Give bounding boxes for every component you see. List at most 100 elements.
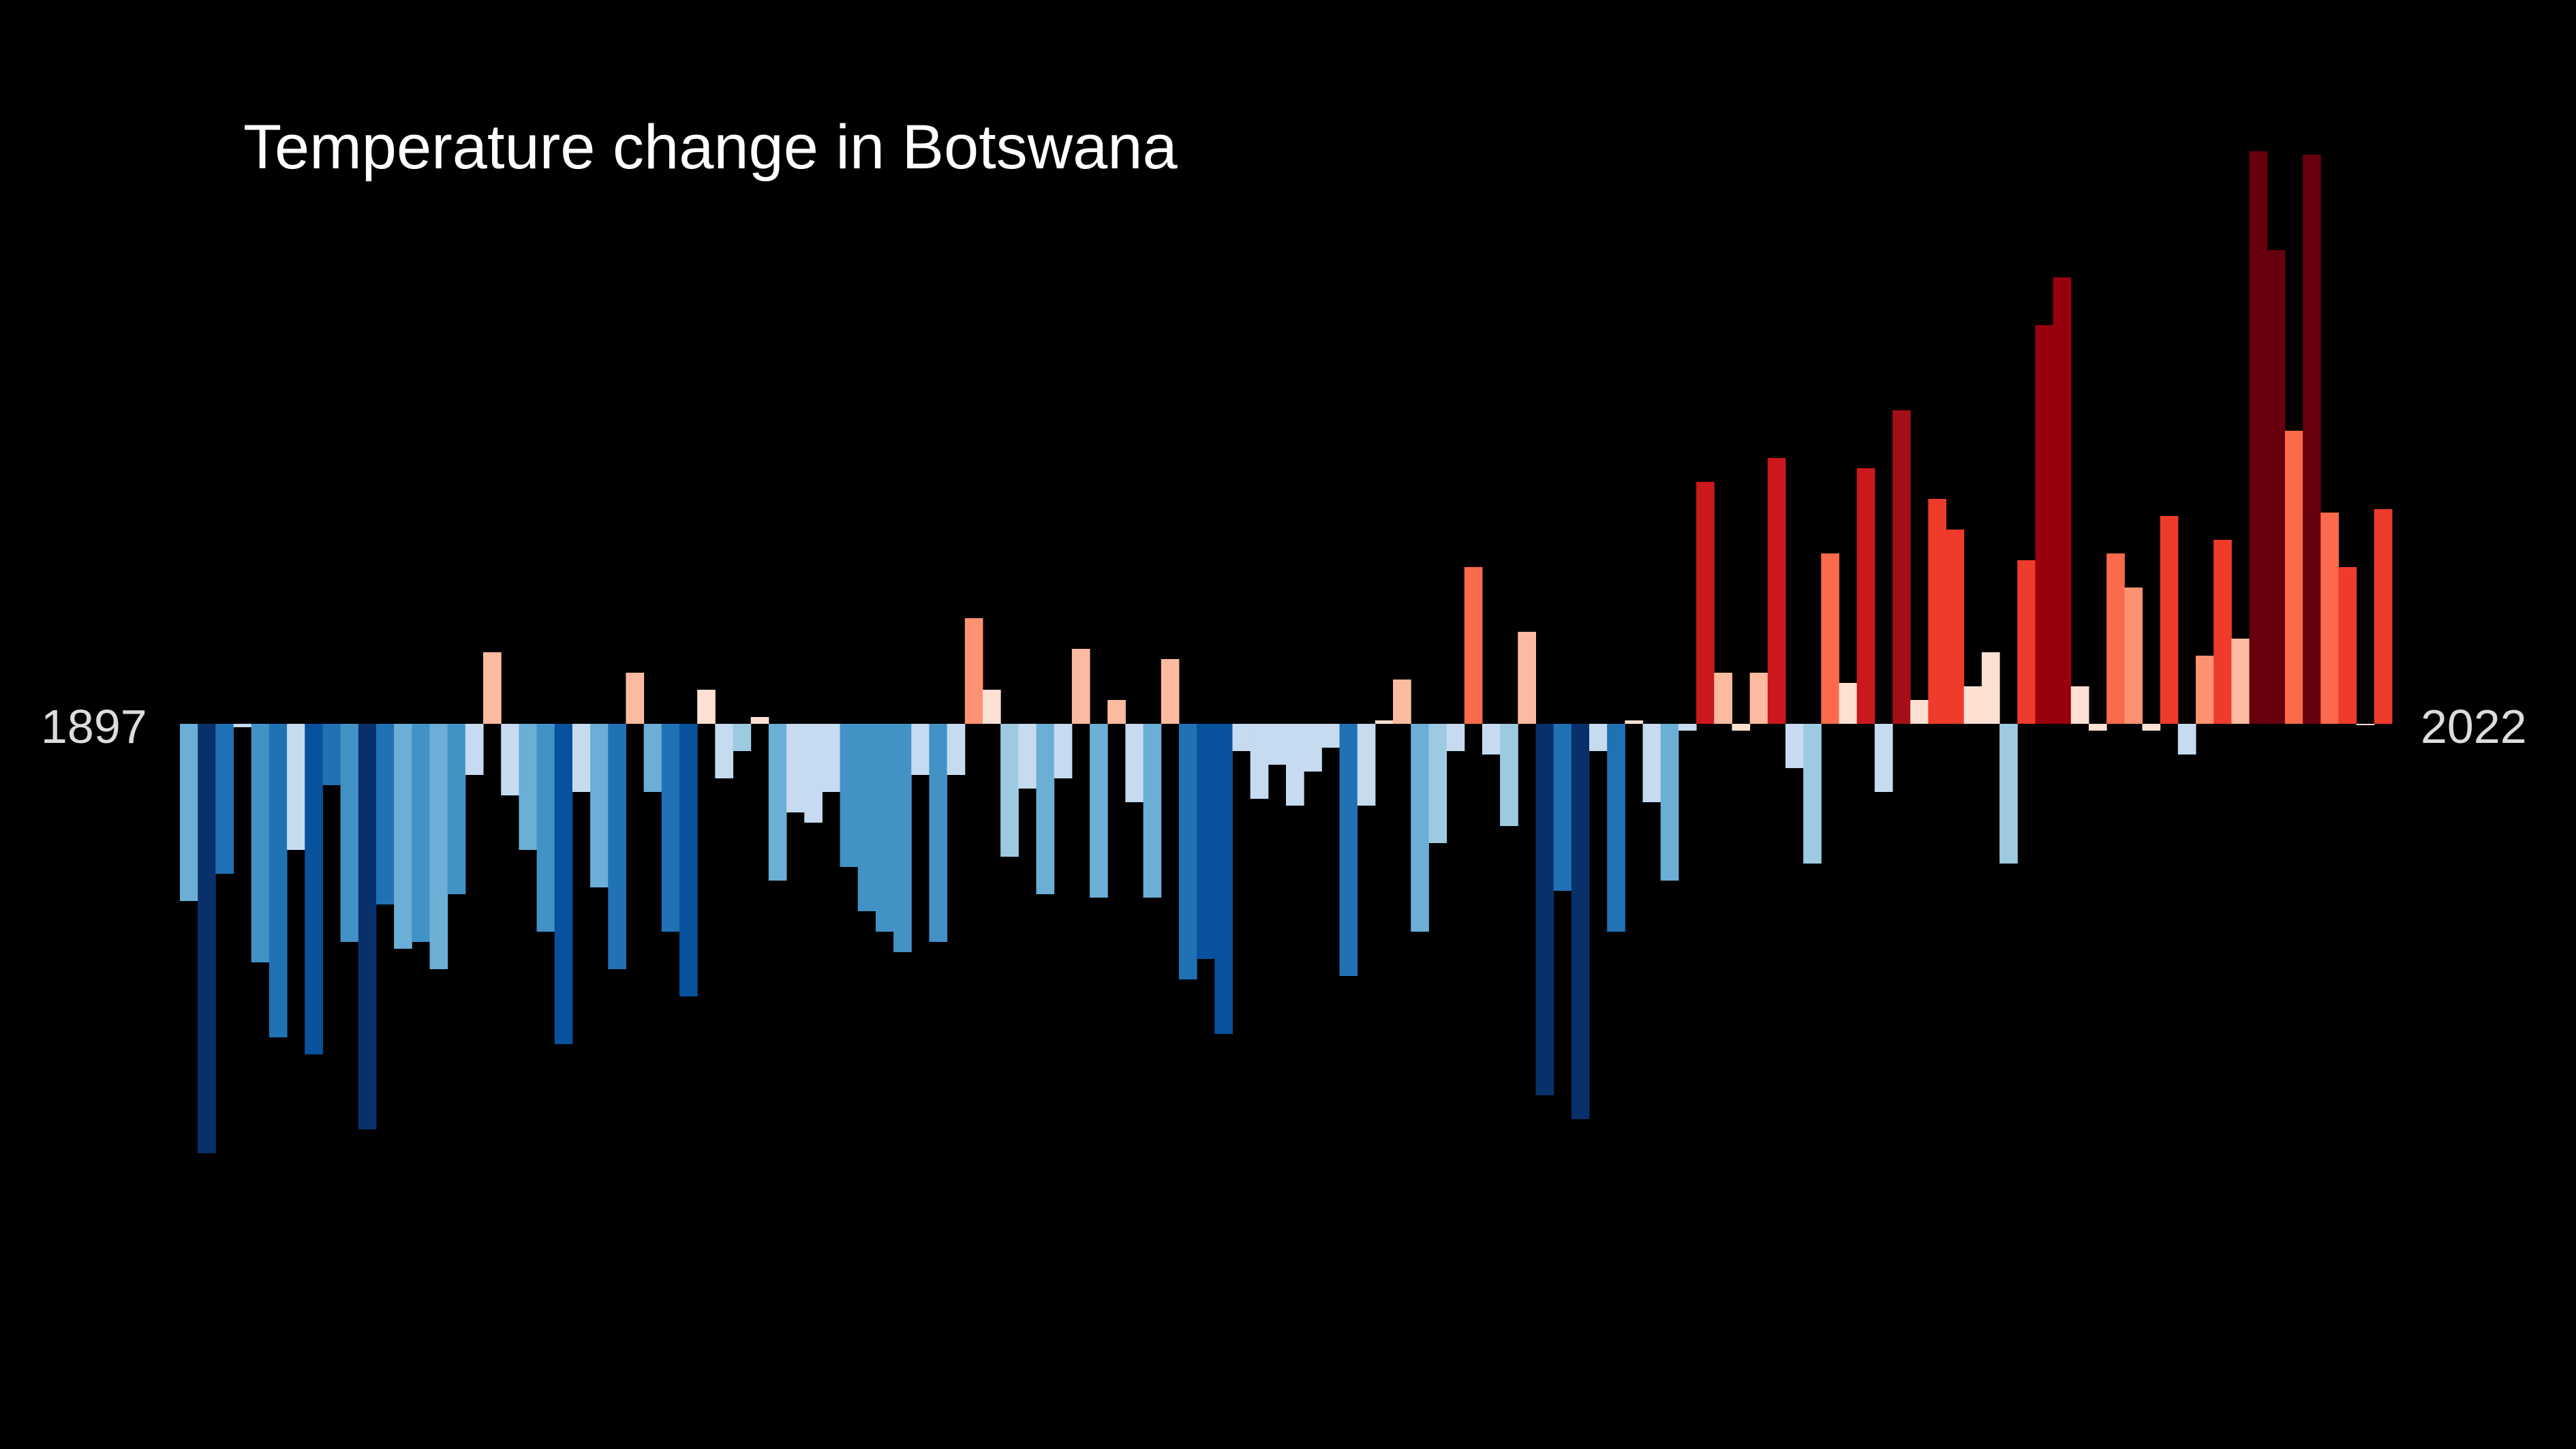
bar-90 [1785,724,1804,768]
bar-107 [2088,724,2107,731]
bar-104 [2035,325,2054,724]
bar-50 [1071,649,1090,724]
start-year-label: 1897 [41,700,147,753]
bar-29 [697,690,716,724]
bar-30 [715,724,733,778]
bar-80 [1607,724,1625,932]
bar-60 [1250,724,1269,799]
bar-52 [1107,700,1126,724]
bar-58 [1214,724,1233,1034]
bar-48 [1036,724,1055,894]
bar-111 [2160,516,2179,724]
bar-123 [2374,509,2393,724]
bar-18 [501,724,519,795]
bar-28 [679,724,698,996]
bar-33 [768,724,787,881]
bar-36 [822,724,841,792]
chart-title: Temperature change in Botswana [243,112,1178,182]
bar-38 [857,724,876,911]
bar-82 [1642,724,1661,802]
bar-66 [1357,724,1376,806]
bar-86 [1714,673,1732,724]
bar-89 [1767,458,1786,724]
bar-88 [1749,673,1768,724]
bar-70 [1428,724,1447,843]
bar-17 [483,652,502,724]
bar-23 [590,724,609,887]
bar-55 [1161,659,1180,724]
bar-103 [2017,560,2036,724]
bar-109 [2124,588,2143,724]
bar-112 [2177,724,2196,754]
bar-118 [2284,431,2303,724]
bar-61 [1268,724,1287,765]
bar-56 [1178,724,1197,979]
bar-100 [1963,686,1982,724]
bar-117 [2267,250,2286,724]
bar-2 [215,724,234,874]
bar-8 [322,724,341,785]
bar-102 [1999,724,2018,864]
bar-44 [964,618,983,724]
bar-119 [2303,155,2321,724]
bar-79 [1589,724,1608,751]
bar-37 [840,724,859,867]
bar-110 [2142,724,2161,731]
bar-43 [947,724,966,775]
bar-15 [447,724,466,894]
end-year-label: 2022 [2421,700,2527,753]
bar-113 [2196,656,2214,724]
bar-75 [1518,632,1536,724]
bar-10 [358,724,377,1129]
bar-41 [911,724,930,775]
bar-98 [1928,499,1947,724]
bar-93 [1839,683,1858,724]
bar-21 [554,724,573,1044]
bar-45 [982,690,1001,724]
bar-63 [1304,724,1322,772]
bar-59 [1232,724,1251,751]
bar-95 [1874,724,1893,792]
bar-122 [2356,724,2375,725]
bar-5 [269,724,288,1037]
bar-40 [893,724,912,952]
bar-13 [412,724,430,942]
bar-53 [1125,724,1144,802]
bar-97 [1910,700,1929,724]
bars-group [180,151,2393,1153]
bar-9 [340,724,359,942]
bar-31 [733,724,752,751]
bar-99 [1946,530,1965,724]
bar-72 [1464,567,1483,724]
bar-83 [1660,724,1679,881]
bar-4 [251,724,270,962]
bar-65 [1339,724,1358,976]
bar-0 [180,724,198,901]
bar-46 [1000,724,1019,857]
bar-67 [1375,720,1394,724]
bar-49 [1054,724,1073,778]
bar-71 [1446,724,1465,751]
bar-96 [1892,410,1911,724]
bar-34 [786,724,805,812]
bar-64 [1321,724,1340,748]
bar-20 [536,724,555,932]
bar-76 [1535,724,1554,1095]
bar-115 [2231,639,2250,724]
bar-120 [2320,513,2339,724]
bar-3 [233,724,252,727]
bar-121 [2338,567,2357,724]
bar-73 [1482,724,1501,754]
bar-94 [1856,468,1875,724]
bar-92 [1821,553,1839,724]
bar-22 [572,724,591,792]
bar-39 [875,724,894,932]
bar-114 [2213,540,2232,724]
bar-101 [1981,652,2000,724]
bar-62 [1286,724,1304,806]
bar-24 [608,724,626,969]
bar-105 [2053,277,2072,724]
bar-69 [1411,724,1429,932]
bar-81 [1625,720,1644,724]
